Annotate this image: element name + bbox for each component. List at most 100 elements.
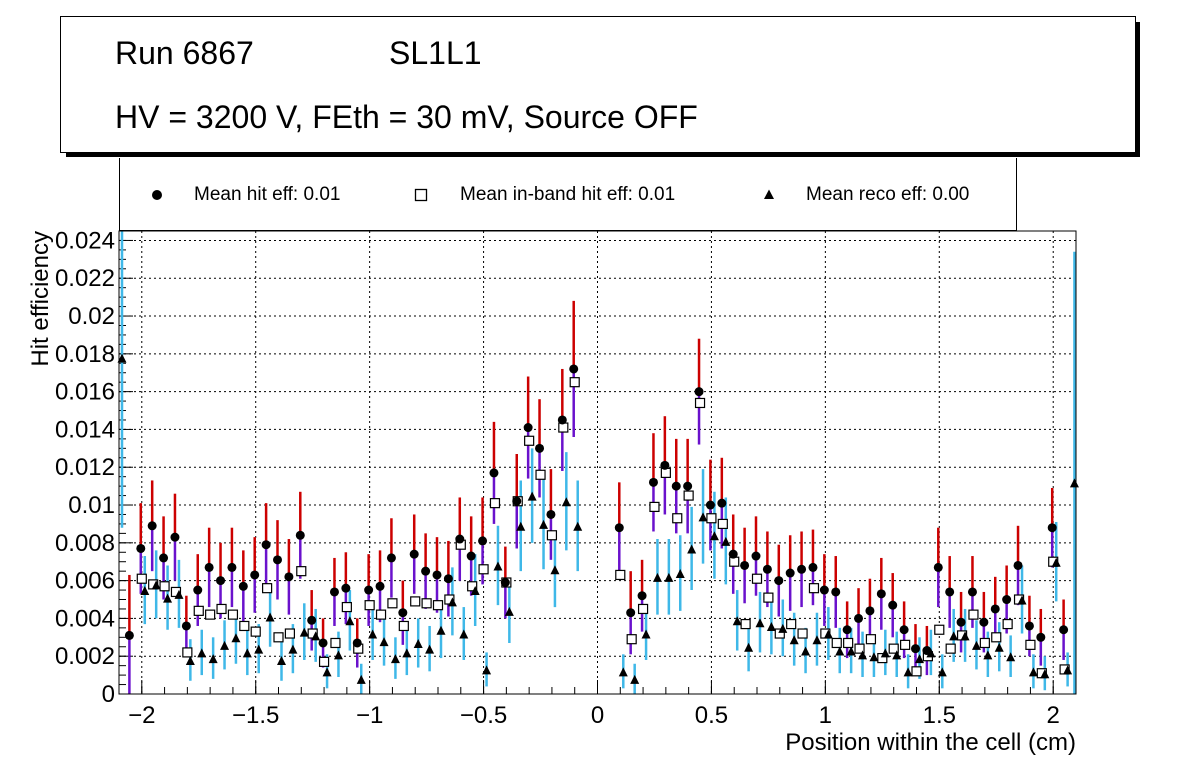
reco-point: [174, 589, 184, 599]
hit-point: [1059, 625, 1069, 635]
hit-point: [136, 543, 146, 553]
inband-point: [250, 626, 261, 637]
reco-point: [755, 618, 765, 628]
reco-point: [482, 665, 492, 675]
hit-point: [671, 481, 681, 491]
reco-point: [413, 638, 423, 648]
y-tick-label: 0.014: [55, 416, 115, 443]
hit-point: [1024, 621, 1034, 631]
reco-point: [140, 586, 150, 596]
reco-point: [561, 497, 571, 507]
hit-point: [466, 551, 476, 561]
reco-point: [960, 631, 970, 641]
inband-point: [968, 609, 979, 620]
reco-point: [675, 569, 685, 579]
inband-point: [717, 518, 728, 530]
hit-point: [261, 540, 271, 550]
inband-point: [854, 643, 865, 654]
reco-point: [641, 629, 651, 639]
hit-point: [683, 481, 693, 491]
hit-point: [455, 534, 465, 544]
hit-point: [443, 574, 453, 584]
inband-point: [432, 600, 444, 611]
reco-point: [778, 623, 788, 633]
inband-point: [877, 652, 888, 664]
inband-point: [979, 637, 990, 649]
hit-point: [204, 562, 214, 572]
reco-point: [265, 612, 275, 622]
inband-point: [239, 620, 250, 632]
hit-point: [227, 562, 237, 572]
reco-point: [926, 648, 936, 658]
inband-point: [364, 600, 375, 611]
hit-point: [648, 477, 658, 487]
hit-point: [307, 615, 317, 625]
inband-point: [159, 581, 170, 592]
inband-point: [216, 603, 227, 615]
hit-point: [375, 581, 385, 591]
reco-point: [185, 655, 195, 665]
reco-point: [664, 572, 674, 582]
inband-point: [763, 592, 774, 603]
x-tick-label: 2: [1047, 702, 1060, 729]
inband-point: [945, 643, 956, 654]
reco-point: [242, 648, 252, 658]
x-tick-label: −1: [356, 702, 383, 729]
inband-point: [535, 469, 546, 480]
reco-point: [971, 640, 981, 650]
reco-point: [117, 353, 127, 363]
y-axis-label: Hit efficiency: [27, 231, 54, 367]
reco-point: [949, 631, 959, 641]
reco-point: [379, 637, 389, 647]
reco-point: [812, 635, 822, 645]
hit-point: [398, 608, 408, 618]
hit-point: [478, 536, 488, 546]
hit-point: [364, 585, 374, 595]
hit-point: [216, 576, 226, 586]
hit-point: [967, 587, 977, 597]
hit-point: [147, 521, 157, 531]
reco-point: [333, 650, 343, 660]
inband-point: [683, 490, 694, 501]
reco-point: [299, 627, 309, 637]
y-tick-label: 0: [102, 681, 115, 708]
inband-point: [341, 601, 352, 613]
reco-point: [356, 674, 366, 684]
hit-point: [273, 555, 282, 565]
reco-point: [744, 642, 754, 652]
inband-point: [182, 647, 193, 658]
hit-point: [979, 617, 989, 627]
reco-point: [1028, 667, 1038, 677]
x-tick-label: 1.5: [923, 702, 956, 729]
x-tick-label: 0: [591, 702, 604, 729]
reco-point: [630, 674, 640, 684]
inband-point: [626, 634, 637, 645]
reco-point: [892, 650, 902, 660]
hit-point: [352, 638, 362, 648]
inband-point: [387, 598, 398, 609]
hit-point: [990, 604, 1000, 614]
hit-point: [911, 644, 920, 654]
reco-point: [151, 580, 161, 590]
hit-point: [512, 496, 522, 506]
legend-hit-label: Mean hit eff: 0.01: [194, 184, 341, 205]
reco-point: [698, 512, 708, 522]
inband-point: [410, 596, 421, 607]
title-box: Run 6867 SL1L1 HV = 3200 V, FEth = 30 mV…: [60, 16, 1136, 153]
reco-point: [880, 648, 890, 658]
x-tick-label: −1.5: [232, 702, 279, 729]
inband-point: [489, 498, 501, 509]
y-tick-label: 0.022: [55, 265, 115, 292]
hit-point: [284, 572, 294, 582]
reco-point: [1069, 478, 1079, 488]
x-tick-label: 1: [819, 702, 832, 729]
reco-point: [937, 667, 947, 677]
legend: Mean hit eff: 0.01 Mean in-band hit eff:…: [119, 158, 1017, 231]
reco-point: [858, 650, 868, 660]
reco-point: [163, 593, 173, 603]
inband-point: [660, 467, 671, 478]
hit-point: [842, 625, 852, 635]
hit-point: [500, 578, 510, 588]
reco-point: [527, 491, 537, 501]
